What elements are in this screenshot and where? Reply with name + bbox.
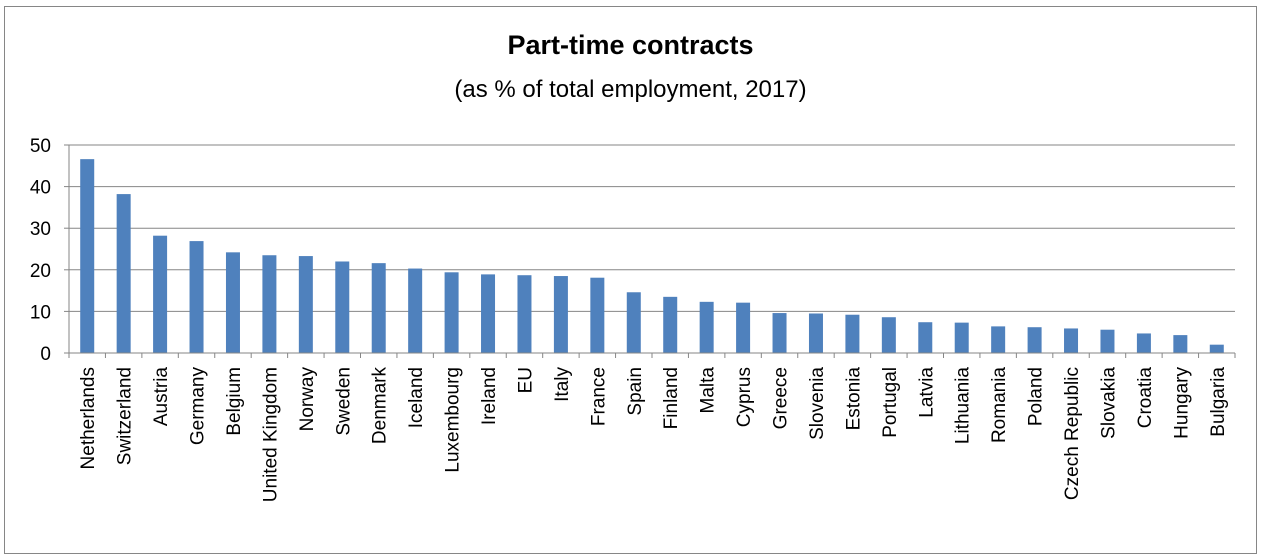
y-tick-label: 40 [30,178,51,199]
x-tick-label: Poland [1026,367,1047,426]
chart-title: Part-time contracts [507,30,754,60]
bar-slovenia [808,313,823,353]
bar-sweden [335,261,350,353]
x-tick-label: Belgium [224,367,245,436]
y-tick-label: 20 [30,261,51,282]
bar-belgium [225,252,240,353]
x-tick-label: Denmark [370,367,391,445]
bar-norway [298,256,313,353]
x-tick-label: Slovenia [807,367,828,440]
x-tick-label: Ireland [479,367,500,425]
x-tick-label: Greece [771,367,792,429]
bar-france [590,277,605,353]
x-tick-label: EU [515,367,536,393]
bar-switzerland [116,194,131,353]
x-tick-label: Sweden [333,367,354,436]
bar-united-kingdom [262,255,277,353]
x-tick-label: Portugal [880,367,901,438]
x-tick-label: Slovakia [1098,367,1119,439]
x-tick-label: Estonia [843,367,864,431]
bar-latvia [918,322,933,353]
bar-hungary [1173,335,1188,353]
axes [68,145,1236,358]
bar-greece [772,313,787,353]
bar-spain [626,292,641,353]
x-tick-label: Romania [989,367,1010,443]
bar-poland [1027,327,1042,353]
x-tick-label: Spain [625,367,646,416]
bar-portugal [881,317,896,353]
x-tick-label: Luxembourg [443,367,464,473]
x-tick-label: France [588,367,609,426]
chart-subtitle: (as % of total employment, 2017) [454,76,807,103]
bar-austria [153,235,168,353]
bar-cyprus [736,302,751,353]
x-tick-label: Netherlands [78,367,99,469]
x-tick-label: Bulgaria [1208,367,1229,437]
x-tick-label: Lithuania [953,367,974,445]
x-tick-label: Malta [698,367,719,414]
x-tick-label: Norway [297,367,318,432]
bar-estonia [845,314,860,353]
y-tick-label: 30 [30,219,51,240]
bar-romania [991,326,1006,353]
bar-eu [517,275,532,353]
x-tick-label: Iceland [406,367,427,428]
x-tick-label: Czech Republic [1062,367,1083,500]
x-tick-labels: Netherlands Switzerland Austria Germany Belg… [78,367,1229,503]
x-tick-label: Finland [661,367,682,429]
x-tick-label: Germany [188,367,209,446]
y-tick-label: 50 [30,136,51,157]
bar-denmark [371,263,386,353]
bar-malta [699,301,714,353]
bar-ireland [481,274,496,353]
x-tick-label: Hungary [1171,367,1192,439]
x-tick-label: Italy [552,367,573,402]
bar-netherlands [80,159,95,353]
x-tick-label: Austria [151,367,172,427]
bar-slovakia [1100,329,1115,353]
x-tick-label: Cyprus [734,367,755,427]
y-tick-labels: 0 10 20 30 40 50 [30,136,51,365]
bar-iceland [408,268,423,353]
x-tick-label: Latvia [916,367,937,418]
chart-frame [4,6,1257,554]
x-tick-label: United Kingdom [260,367,281,502]
x-tick-label: Croatia [1135,367,1156,429]
bar-italy [553,276,568,353]
bar-czech-republic [1064,328,1079,353]
bar-bulgaria [1209,344,1224,353]
bar-germany [189,241,204,353]
bar-finland [663,296,678,353]
bar-croatia [1136,333,1151,353]
bar-luxembourg [444,272,459,353]
y-tick-label: 0 [40,344,51,365]
y-tick-label: 10 [30,302,51,323]
bars [80,159,1224,353]
x-tick-label: Switzerland [115,367,136,465]
bar-lithuania [954,322,969,353]
